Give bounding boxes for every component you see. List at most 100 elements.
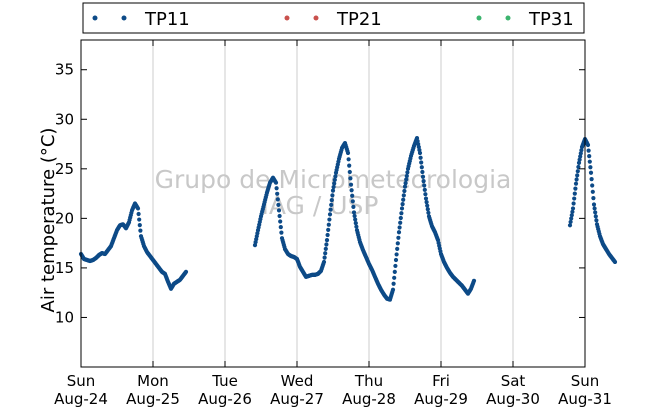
data-point-interp <box>347 163 352 168</box>
y-tick-label: 25 <box>55 160 74 178</box>
data-point-interp <box>575 169 580 174</box>
y-tick-label: 35 <box>55 61 74 79</box>
data-point-interp <box>276 202 281 207</box>
data-point <box>567 223 573 228</box>
data-point <box>573 181 579 186</box>
data-point <box>570 206 576 211</box>
data-point-interp <box>332 181 337 186</box>
data-point <box>390 287 396 292</box>
data-point-interp <box>332 177 337 183</box>
data-point-interp <box>569 213 574 218</box>
data-point-interp <box>350 199 355 204</box>
x-tick-date-label: Aug-26 <box>198 390 252 408</box>
x-tick-day-label: Wed <box>281 372 314 390</box>
x-tick-date-label: Aug-28 <box>342 390 396 408</box>
data-point <box>585 142 591 148</box>
data-point-interp <box>398 220 403 225</box>
legend-marker <box>121 15 127 21</box>
data-point-interp <box>349 188 354 193</box>
data-point-interp <box>279 230 284 235</box>
data-point-interp <box>426 210 431 215</box>
data-point-interp <box>330 193 335 198</box>
data-point-interp <box>397 225 402 230</box>
x-tick-date-label: Aug-30 <box>486 390 540 408</box>
x-tick-day-label: Sat <box>501 372 526 390</box>
data-point-interp <box>396 235 401 240</box>
data-point-interp <box>419 165 424 170</box>
data-point-interp <box>354 224 359 229</box>
legend-entry-tp31: TP31 <box>476 9 574 30</box>
data-point-interp <box>392 269 397 274</box>
data-point-interp <box>422 183 427 188</box>
data-point-interp <box>576 164 581 170</box>
data-point-interp <box>326 222 331 227</box>
legend-marker <box>92 15 98 21</box>
y-tick-label: 10 <box>55 308 74 326</box>
data-point-interp <box>404 173 409 179</box>
data-point-interp <box>418 155 423 160</box>
data-point-interp <box>593 214 598 219</box>
data-point-interp <box>593 210 598 215</box>
data-point <box>576 160 582 165</box>
data-point-interp <box>588 165 593 170</box>
legend-label: TP21 <box>336 9 382 30</box>
legend: TP11 TP21 TP31 <box>82 2 585 34</box>
x-axis: SunAug-24MonAug-25TueAug-26WedAug-27ThuA… <box>54 40 612 408</box>
data-point-interp <box>592 206 597 211</box>
data-point-interp <box>277 213 282 219</box>
data-point-interp <box>574 177 579 182</box>
data-point-interp <box>350 193 355 198</box>
data-point-interp <box>346 157 351 162</box>
data-point-interp <box>572 196 577 201</box>
data-point-interp <box>573 186 578 191</box>
x-tick-day-label: Thu <box>354 372 383 390</box>
data-point-interp <box>401 193 406 198</box>
data-point-interp <box>405 170 410 175</box>
data-point <box>135 206 141 211</box>
x-tick-date-label: Aug-27 <box>270 390 324 408</box>
data-point-interp <box>329 198 334 203</box>
legend-marker <box>313 15 319 21</box>
data-point <box>402 184 408 189</box>
data-point <box>417 150 423 156</box>
y-tick-label: 20 <box>55 209 74 227</box>
data-point <box>423 196 429 201</box>
data-point-interp <box>422 187 427 192</box>
x-tick-day-label: Sun <box>571 372 600 390</box>
data-point-interp <box>590 183 595 188</box>
data-point <box>183 269 189 274</box>
y-axis: 10 15 20 25 30 35 <box>55 61 585 326</box>
legend-entry-tp21: TP21 <box>284 9 382 30</box>
x-tick-day-label: Sun <box>67 372 96 390</box>
data-point-interp <box>420 169 425 175</box>
data-point-interp <box>323 251 328 256</box>
data-point-interp <box>425 203 430 208</box>
x-tick-date-label: Aug-29 <box>414 390 468 408</box>
data-point-interp <box>278 224 283 230</box>
data-point-interp <box>587 154 592 159</box>
x-tick-date-label: Aug-24 <box>54 390 108 408</box>
data-point-interp <box>325 232 330 238</box>
data-point-interp <box>569 216 574 221</box>
data-point-interp <box>322 255 327 260</box>
series-tp11 <box>78 136 618 302</box>
data-point-interp <box>347 169 352 175</box>
legend-label: TP11 <box>144 9 190 30</box>
data-point-interp <box>138 228 143 233</box>
data-point-interp <box>331 184 336 190</box>
data-point-interp <box>395 241 400 246</box>
data-point-interp <box>572 191 577 196</box>
data-point-interp <box>399 211 404 216</box>
data-point-interp <box>591 196 596 201</box>
x-tick-date-label: Aug-25 <box>126 390 180 408</box>
data-point-interp <box>577 157 582 162</box>
legend-marker <box>505 15 511 21</box>
data-point-interp <box>353 221 358 226</box>
data-point-interp <box>275 191 280 196</box>
data-point-interp <box>571 201 576 206</box>
legend-marker <box>476 15 482 21</box>
data-point-interp <box>136 211 141 217</box>
data-point <box>273 180 279 185</box>
data-point-interp <box>348 176 353 181</box>
